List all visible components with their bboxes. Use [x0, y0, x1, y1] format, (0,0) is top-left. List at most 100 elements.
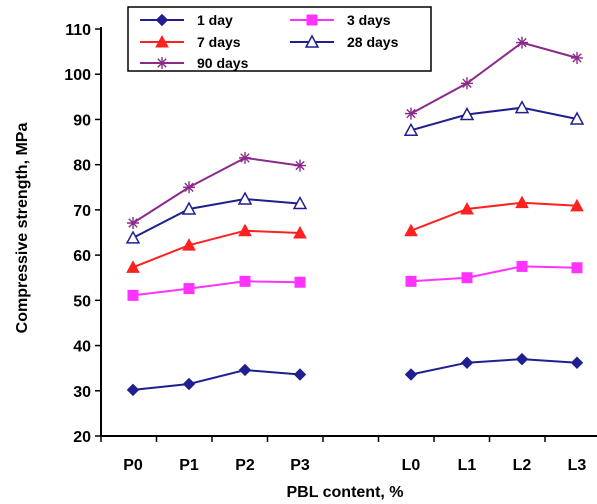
marker-shape: [183, 283, 195, 295]
data-point: [294, 276, 306, 288]
x-tick-label: P0: [123, 457, 143, 474]
marker-shape: [306, 14, 318, 26]
data-point: [237, 191, 253, 205]
marker-shape: [237, 191, 253, 205]
series-7-days: [126, 195, 584, 273]
data-point: [515, 195, 529, 209]
series-line: [132, 368, 301, 391]
data-point: [516, 260, 528, 272]
y-tick-label: 40: [73, 339, 91, 356]
marker-shape: [570, 198, 584, 212]
series-1-day: [126, 352, 584, 397]
marker-shape: [155, 13, 169, 27]
marker-shape: [516, 260, 528, 272]
data-point: [292, 195, 308, 210]
legend-marker: [155, 13, 169, 27]
y-tick-label: 80: [73, 158, 91, 175]
legend-entry: 28 days: [290, 34, 399, 50]
legend: 1 day 3 days 7 days 28 days 90 days: [127, 6, 432, 72]
marker-shape: [460, 356, 474, 369]
data-point: [516, 36, 528, 49]
legend-label: 3 days: [347, 12, 391, 28]
marker-shape: [461, 272, 473, 284]
marker-shape: [571, 262, 583, 274]
series-line: [410, 265, 578, 283]
data-point: [460, 201, 474, 215]
y-tick-label: 70: [73, 203, 91, 220]
marker-shape: [293, 225, 307, 239]
data-point: [404, 368, 418, 381]
data-point: [459, 106, 475, 121]
marker-shape: [127, 217, 139, 230]
data-point: [461, 77, 473, 90]
marker-shape: [404, 368, 418, 381]
marker-shape: [404, 223, 418, 237]
marker-shape: [155, 34, 169, 48]
legend-marker: [304, 34, 320, 48]
marker-shape: [460, 201, 474, 215]
marker-shape: [294, 159, 306, 172]
legend-entry: 90 days: [140, 55, 249, 71]
y-tick-label: 90: [73, 112, 91, 129]
marker-shape: [127, 289, 139, 301]
marker-shape: [294, 276, 306, 288]
data-point: [403, 122, 419, 137]
data-point: [460, 356, 474, 369]
data-point: [571, 262, 583, 274]
marker-shape: [126, 260, 140, 273]
legend-label: 90 days: [197, 55, 249, 71]
marker-shape: [125, 230, 141, 244]
series-line: [410, 41, 578, 115]
data-point: [294, 159, 306, 172]
data-point: [125, 230, 141, 244]
x-tick-label: L3: [568, 457, 587, 474]
legend-label: 7 days: [197, 34, 241, 50]
data-point: [404, 223, 418, 237]
marker-shape: [183, 181, 195, 194]
data-point: [515, 352, 529, 366]
y-tick-label: 110: [65, 22, 91, 39]
data-point: [239, 151, 251, 164]
x-tick-label: L2: [513, 457, 532, 474]
marker-shape: [304, 34, 320, 48]
legend-label: 28 days: [347, 34, 399, 50]
data-point: [126, 383, 140, 397]
marker-shape: [239, 275, 251, 287]
marker-shape: [461, 77, 473, 90]
marker-shape: [156, 57, 168, 69]
legend-box: [127, 6, 432, 72]
series-line: [132, 156, 301, 224]
legend-entry: 1 day: [140, 12, 233, 28]
data-point: [182, 377, 196, 391]
series-line: [410, 201, 578, 232]
x-tick-label: L1: [458, 457, 477, 474]
data-point: [570, 356, 584, 369]
marker-shape: [569, 111, 585, 125]
legend-marker: [156, 57, 168, 69]
data-point: [238, 223, 252, 237]
series-line: [410, 106, 578, 132]
marker-shape: [516, 36, 528, 49]
data-point: [182, 238, 196, 251]
y-tick-label: 100: [64, 67, 91, 84]
marker-shape: [293, 368, 307, 381]
data-point: [127, 217, 139, 230]
x-tick-label: P3: [290, 457, 310, 474]
y-tick-label: 60: [73, 248, 91, 265]
series-line: [132, 197, 301, 239]
marker-shape: [515, 352, 529, 366]
x-axis-title: PBL content, %: [286, 484, 403, 501]
marker-shape: [570, 356, 584, 369]
marker-shape: [403, 122, 419, 137]
series-line: [410, 358, 578, 376]
y-tick-label: 50: [73, 293, 91, 310]
data-point: [405, 275, 417, 287]
y-axis-title: Compressive strength, MPa: [14, 123, 31, 334]
legend-label: 1 day: [197, 12, 233, 28]
x-tick-label: L0: [402, 457, 421, 474]
marker-shape: [571, 51, 583, 64]
series-90-days: [127, 36, 583, 230]
marker-shape: [405, 275, 417, 287]
series-layer: [125, 36, 585, 397]
